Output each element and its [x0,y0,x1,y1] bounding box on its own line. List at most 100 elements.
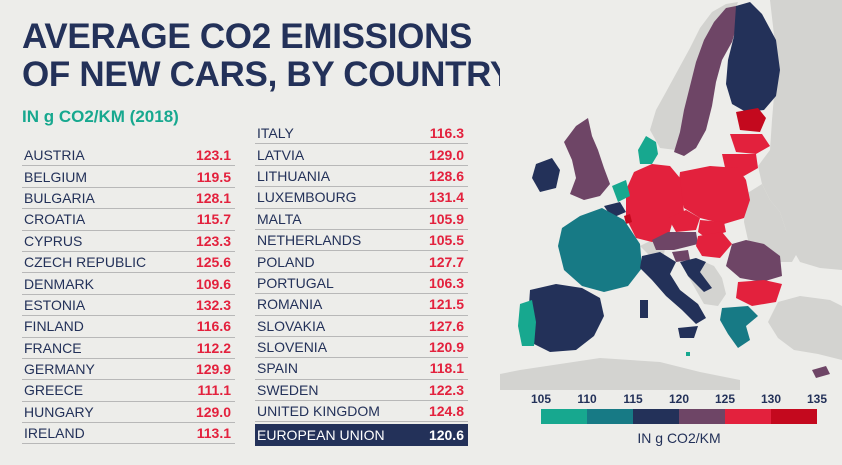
country-name: SWEDEN [257,381,319,398]
table-row: FRANCE 112.2 [22,338,235,359]
europe-map [500,0,842,390]
map-greece [720,306,758,348]
emission-value: 128.1 [195,189,231,206]
emission-value: 115.7 [196,211,231,228]
eu-row: EUROPEAN UNION 120.6 [255,424,468,446]
table-row: SLOVENIA 120.9 [255,337,468,359]
emission-value: 129.0 [428,146,464,163]
table-row: IRELAND 113.1 [22,423,235,445]
table-row: CYPRUS 123.3 [22,231,235,252]
table-row: LITHUANIA 128.6 [255,166,468,188]
country-name: CZECH REPUBLIC [24,254,147,271]
table-row: DENMARK 109.6 [22,273,235,295]
table-row: SLOVAKIA 127.6 [255,316,468,337]
legend-tick: 105 [530,392,552,406]
table-row: POLAND 127.7 [255,251,468,273]
map-croatia [680,258,712,292]
country-name: MALTA [257,210,302,227]
emission-value: 105.9 [428,210,464,227]
map-sicily [678,326,698,338]
emission-value: 125.6 [195,254,231,271]
country-name: SLOVENIA [257,339,328,356]
map-uk [564,118,610,200]
title-line-2: OF NEW CARS, BY COUNTRY [22,55,513,94]
emission-value: 123.3 [195,232,231,249]
map-italy [640,252,706,324]
map-bulgaria [736,280,782,306]
legend-ticks: 105 110 115 120 125 130 135 [526,392,827,406]
emission-value: 118.1 [429,360,464,377]
emission-value: 105.5 [428,232,464,249]
map-france [558,208,642,292]
legend-swatch [679,409,725,424]
table-row: AUSTRIA 123.1 [22,145,235,167]
emission-value: 116.6 [196,318,231,335]
country-name: ROMANIA [257,296,323,313]
country-name: EUROPEAN UNION [257,427,385,444]
country-name: AUSTRIA [24,147,85,164]
legend-tick: 110 [577,392,597,406]
map-finland [726,2,780,112]
table-row: ROMANIA 121.5 [255,294,468,316]
country-name: ITALY [257,125,294,142]
legend-color-bar [541,409,817,424]
country-name: ESTONIA [24,296,86,313]
title-line-1: AVERAGE CO2 EMISSIONS [22,17,473,56]
country-name: DENMARK [24,275,95,292]
emission-value: 113.1 [196,425,231,442]
emission-value: 129.9 [195,361,231,378]
map-hungary [696,232,732,258]
emission-value: 124.8 [428,403,464,420]
map-germany [626,164,684,242]
map-ireland [532,158,560,192]
emission-value: 132.3 [195,296,231,313]
country-name: PORTUGAL [257,274,334,291]
emission-value: 106.3 [428,274,464,291]
map-poland [678,166,750,224]
chart-title: AVERAGE CO2 EMISSIONS OF NEW CARS, BY CO… [22,18,522,94]
table-row: LUXEMBOURG 131.4 [255,187,468,209]
table-left: AUSTRIA 123.1 BELGIUM 119.5 BULGARIA 128.1 CRO… [22,145,235,445]
map-austria [652,232,698,250]
table-row: BELGIUM 119.5 [22,166,235,188]
emission-value: 109.6 [195,275,231,292]
legend-swatch [633,409,679,424]
country-name: SPAIN [257,360,298,377]
emission-value: 121.5 [428,296,464,313]
emission-value: 111.1 [197,382,232,399]
country-name: LUXEMBOURG [257,189,357,206]
table-row: ESTONIA 132.3 [22,295,235,317]
emission-value: 131.4 [428,189,464,206]
emission-value: 120.9 [428,339,464,356]
country-name: CROATIA [24,211,86,228]
map-malta [686,352,690,356]
country-name: HUNGARY [24,403,94,420]
country-name: UNITED KINGDOM [257,403,380,420]
table-row: SWEDEN 122.3 [255,380,468,402]
legend-swatch [541,409,587,424]
emission-value: 127.6 [428,317,464,334]
table-row: CZECH REPUBLIC 125.6 [22,252,235,274]
table-row: CROATIA 115.7 [22,209,235,231]
emission-value: 119.5 [196,168,231,185]
map-turkey [768,296,842,360]
map-spain [528,284,604,352]
table-row: GERMANY 129.9 [22,359,235,381]
emission-value: 120.6 [428,427,464,444]
emission-value: 122.3 [428,381,464,398]
map-africa [500,358,740,390]
table-row: HUNGARY 129.0 [22,402,235,424]
map-luxembourg [624,214,632,224]
country-name: SLOVAKIA [257,317,326,334]
table-row: FINLAND 116.6 [22,316,235,338]
country-name: IRELAND [24,425,85,442]
table-right: ITALY 116.3 LATVIA 129.0 LITHUANIA 128.6 LUXEM… [255,123,468,446]
country-name: BELGIUM [24,168,88,185]
country-name: BULGARIA [24,189,95,206]
table-row: PORTUGAL 106.3 [255,273,468,295]
country-name: CYPRUS [24,232,83,249]
legend-tick: 120 [668,392,690,406]
emission-value: 128.6 [428,167,464,184]
table-row: SPAIN 118.1 [255,358,468,380]
emission-value: 123.1 [195,147,231,164]
